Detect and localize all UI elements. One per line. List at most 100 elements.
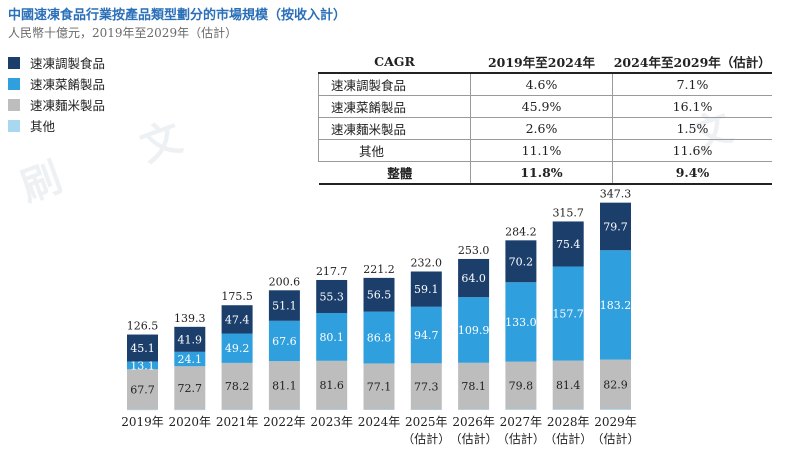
legend-swatch xyxy=(8,119,20,132)
data-label: 59.1 xyxy=(414,283,439,296)
bar-segment xyxy=(600,202,631,251)
cagr-header: CAGR xyxy=(318,50,471,74)
total-label: 200.6 xyxy=(269,275,301,288)
bar-segment xyxy=(174,409,206,411)
data-label: 47.4 xyxy=(225,313,250,326)
cagr-row: 速凍調製食品 4.6% 7.1% xyxy=(318,73,772,96)
x-tick-label: 2019年 xyxy=(121,415,164,429)
bar-segment xyxy=(410,271,442,307)
cagr-header: 2024年至2029年（估計） xyxy=(612,50,772,74)
x-tick-note: （估計） xyxy=(450,431,498,446)
total-label: 253.0 xyxy=(458,244,490,257)
bar-segment xyxy=(458,409,490,410)
data-label: 77.1 xyxy=(367,380,392,393)
bar-segment xyxy=(316,312,348,361)
data-label: 24.1 xyxy=(178,353,203,366)
data-label: 78.1 xyxy=(461,380,486,393)
bar-segment xyxy=(268,320,300,362)
cagr-total-value: 11.8% xyxy=(470,161,613,185)
data-label: 77.3 xyxy=(414,380,439,393)
bar-segment xyxy=(174,351,206,367)
data-label: 81.1 xyxy=(272,379,297,392)
cagr-value: 2.6% xyxy=(470,117,613,140)
cagr-row-label: 速凍麵米製品 xyxy=(318,117,471,140)
bar-segment xyxy=(268,290,300,321)
bar-segment xyxy=(552,221,584,267)
total-label: 126.5 xyxy=(127,320,159,333)
bar-segment xyxy=(600,409,631,410)
legend-swatch xyxy=(8,77,20,90)
legend: 速凍調製食品 速凍菜餚製品 速凍麵米製品 其他 xyxy=(8,52,105,136)
data-label: 64.0 xyxy=(461,272,486,285)
x-tick-label: 2024年 xyxy=(358,415,401,429)
data-label: 13.1 xyxy=(130,359,155,372)
cagr-row-label: 速凍調製食品 xyxy=(318,73,471,96)
data-label: 70.2 xyxy=(509,255,534,268)
cagr-value: 7.1% xyxy=(612,73,772,96)
legend-label: 速凍菜餚製品 xyxy=(30,77,106,92)
cagr-value: 1.5% xyxy=(612,117,772,140)
legend-label: 速凍麵米製品 xyxy=(30,98,106,113)
bar-segment xyxy=(505,409,537,410)
x-tick-note: （估計） xyxy=(591,431,639,446)
bar-segment xyxy=(552,409,584,410)
data-label: 56.5 xyxy=(367,289,392,302)
data-label: 86.8 xyxy=(367,332,392,345)
legend-item: 速凍麵米製品 xyxy=(8,94,105,115)
bar-segment xyxy=(316,360,348,410)
bar-segment xyxy=(174,326,206,352)
legend-swatch xyxy=(8,98,20,111)
x-tick-label: 2029年 xyxy=(594,415,637,429)
bar-segment xyxy=(316,279,348,313)
data-label: 81.4 xyxy=(556,379,581,392)
cagr-row: 速凍麵米製品 2.6% 1.5% xyxy=(318,117,772,140)
total-label: 232.0 xyxy=(411,256,443,269)
bar-segment xyxy=(410,306,442,364)
cagr-row: 其他 11.1% 11.6% xyxy=(318,139,772,162)
data-label: 78.2 xyxy=(225,380,250,393)
total-label: 175.5 xyxy=(221,290,253,303)
legend-item: 其他 xyxy=(8,115,105,136)
bar-segment xyxy=(505,282,537,362)
bar-segment xyxy=(458,297,490,363)
bar-segment xyxy=(505,240,537,283)
x-tick-note: （估計） xyxy=(402,431,450,446)
legend-item: 速凍調製食品 xyxy=(8,52,105,73)
data-label: 67.7 xyxy=(130,383,155,396)
cagr-row-label: 速凍菜餚製品 xyxy=(318,95,471,118)
bar-segment xyxy=(127,409,158,411)
data-label: 79.7 xyxy=(603,220,628,233)
data-label: 109.9 xyxy=(458,324,490,337)
total-label: 139.3 xyxy=(174,312,206,325)
total-label: 315.7 xyxy=(552,206,584,219)
bar-segment xyxy=(410,409,442,410)
bar-segment xyxy=(458,362,490,410)
total-label: 284.2 xyxy=(505,225,537,238)
bar-segment xyxy=(221,409,253,411)
legend-label: 其他 xyxy=(30,119,56,134)
bar-segment xyxy=(174,366,206,410)
bar-segment xyxy=(552,360,584,410)
cagr-row-label: 其他 xyxy=(318,139,471,162)
cagr-total-value: 9.4% xyxy=(612,161,772,185)
x-tick-label: 2025年 xyxy=(405,415,448,429)
bar-segment xyxy=(505,361,537,410)
legend-swatch xyxy=(8,56,20,69)
data-label: 183.2 xyxy=(600,299,632,312)
data-label: 51.1 xyxy=(272,300,297,313)
bar-segment xyxy=(363,409,395,410)
total-label: 221.2 xyxy=(363,263,395,276)
data-label: 80.1 xyxy=(319,331,344,344)
bar-segment xyxy=(127,361,158,370)
data-label: 67.6 xyxy=(272,335,297,348)
data-label: 94.7 xyxy=(414,329,439,342)
bar-segment xyxy=(410,363,442,410)
cagr-row: 速凍菜餚製品 45.9% 16.1% xyxy=(318,95,772,118)
x-tick-label: 2021年 xyxy=(216,415,259,429)
legend-item: 速凍菜餚製品 xyxy=(8,73,105,94)
cagr-value: 16.1% xyxy=(612,95,772,118)
cagr-value: 11.1% xyxy=(470,139,613,162)
bar-segment xyxy=(600,250,631,360)
bar-segment xyxy=(221,305,253,334)
